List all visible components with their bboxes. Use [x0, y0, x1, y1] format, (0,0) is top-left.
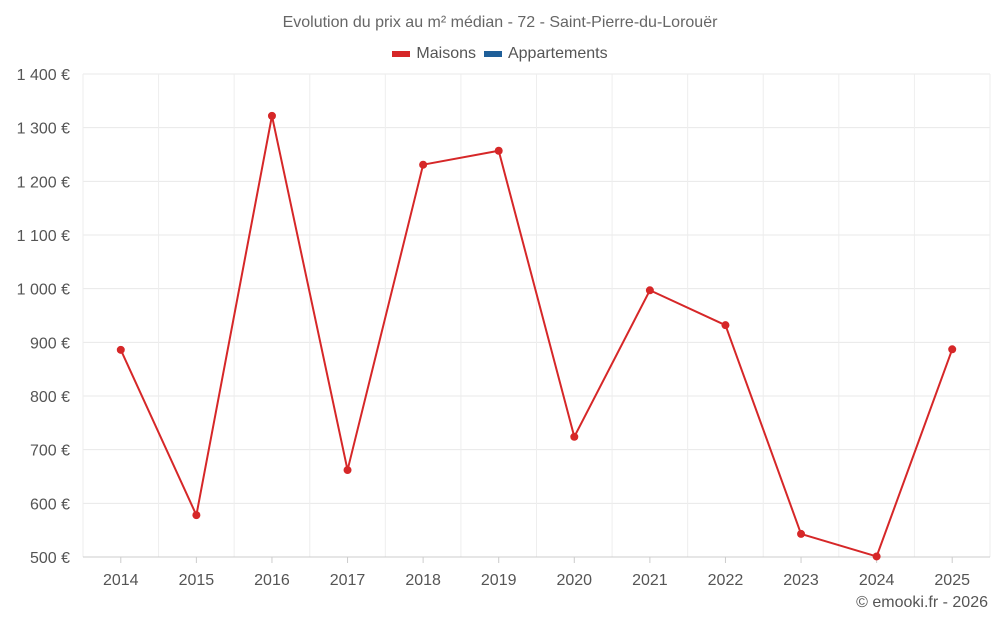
data-point: [192, 511, 201, 520]
data-point: [721, 321, 730, 330]
x-tick-label: 2024: [859, 572, 895, 589]
series-line-maisons: [119, 114, 954, 558]
data-point: [116, 345, 125, 354]
y-axis: 500 € 600 € 700 € 800 € 900 € 1 000 € 1 100 € 1…: [17, 67, 70, 567]
x-tick-label: 2019: [481, 572, 517, 589]
data-point: [343, 466, 352, 475]
grid: [82, 73, 991, 558]
x-tick-label: 2018: [405, 572, 441, 589]
data-point: [267, 111, 276, 120]
x-tick-label: 2017: [330, 572, 366, 589]
x-tick-label: 2020: [556, 572, 592, 589]
x-tick-label: 2025: [934, 572, 970, 589]
data-point: [494, 146, 503, 155]
credit-text: © emooki.fr - 2026: [856, 594, 988, 611]
y-tick-label: 1 100 €: [17, 228, 70, 245]
data-point: [872, 552, 881, 561]
legend-item-appartements[interactable]: Appartements: [483, 45, 608, 63]
legend-item-maisons[interactable]: Maisons: [392, 45, 476, 63]
x-tick-label: 2023: [783, 572, 819, 589]
legend: Maisons Appartements: [0, 45, 1000, 63]
y-tick-label: 1 200 €: [17, 174, 70, 191]
y-tick-label: 1 400 €: [17, 67, 70, 84]
data-point: [570, 432, 579, 441]
chart-title: Evolution du prix au m² médian - 72 - Sa…: [282, 14, 718, 31]
y-tick-label: 900 €: [30, 335, 70, 352]
data-point: [948, 345, 957, 354]
series-layer: [116, 111, 957, 561]
y-tick-label: 1 300 €: [17, 121, 70, 138]
x-tick-label: 2016: [254, 572, 290, 589]
data-point: [797, 529, 806, 538]
legend-label-maisons: Maisons: [416, 45, 476, 62]
x-tick-label: 2014: [103, 572, 139, 589]
x-axis: 2014 2015 2016 2017 2018 2019 2020 2021 2022 2023…: [83, 556, 990, 589]
legend-swatch-appartements: [483, 51, 502, 57]
y-tick-label: 600 €: [30, 496, 70, 513]
legend-swatch-maisons: [392, 51, 411, 57]
y-tick-label: 800 €: [30, 389, 70, 406]
x-tick-label: 2022: [708, 572, 744, 589]
legend-label-appartements: Appartements: [507, 45, 608, 62]
x-tick-label: 2015: [179, 572, 215, 589]
data-point: [645, 286, 654, 295]
y-tick-label: 1 000 €: [17, 282, 70, 299]
data-point: [419, 160, 428, 169]
x-tick-label: 2021: [632, 572, 668, 589]
y-tick-label: 700 €: [30, 443, 70, 460]
y-tick-label: 500 €: [30, 550, 70, 567]
